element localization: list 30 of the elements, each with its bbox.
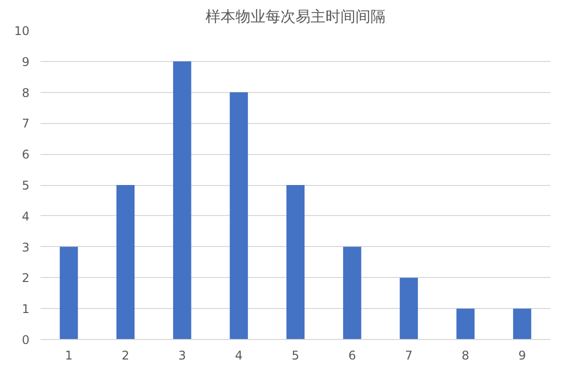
y-tick-label: 6	[22, 148, 30, 162]
x-tick-label: 2	[122, 348, 130, 362]
y-tick-label: 3	[22, 240, 30, 254]
x-tick-label: 9	[518, 348, 526, 362]
bar	[343, 246, 362, 340]
x-tick-label: 4	[235, 348, 243, 362]
bar	[456, 308, 475, 340]
y-tick-label: 8	[22, 86, 30, 100]
y-tick-label: 1	[22, 302, 30, 316]
x-tick-label: 3	[178, 348, 186, 362]
x-tick-label: 5	[292, 348, 300, 362]
y-tick-label: 0	[22, 333, 30, 347]
x-tick-label: 7	[405, 348, 413, 362]
y-tick-label: 4	[22, 209, 30, 224]
y-tick-label: 7	[22, 116, 30, 131]
bar	[60, 246, 78, 340]
bar	[513, 308, 532, 340]
y-tick-label: 2	[22, 271, 30, 286]
x-tick-label: 6	[348, 348, 356, 362]
bar	[286, 185, 305, 340]
y-tick-label: 9	[22, 54, 30, 69]
x-tick-label: 8	[462, 348, 470, 362]
bar	[400, 278, 418, 340]
y-tick-label: 10	[14, 24, 30, 38]
bar	[116, 185, 135, 340]
bar	[230, 92, 248, 340]
bar	[173, 61, 192, 340]
y-tick-label: 5	[22, 178, 30, 192]
chart-title: 样本物业每次易主时间间隔	[206, 8, 386, 26]
x-tick-label: 1	[65, 348, 73, 362]
